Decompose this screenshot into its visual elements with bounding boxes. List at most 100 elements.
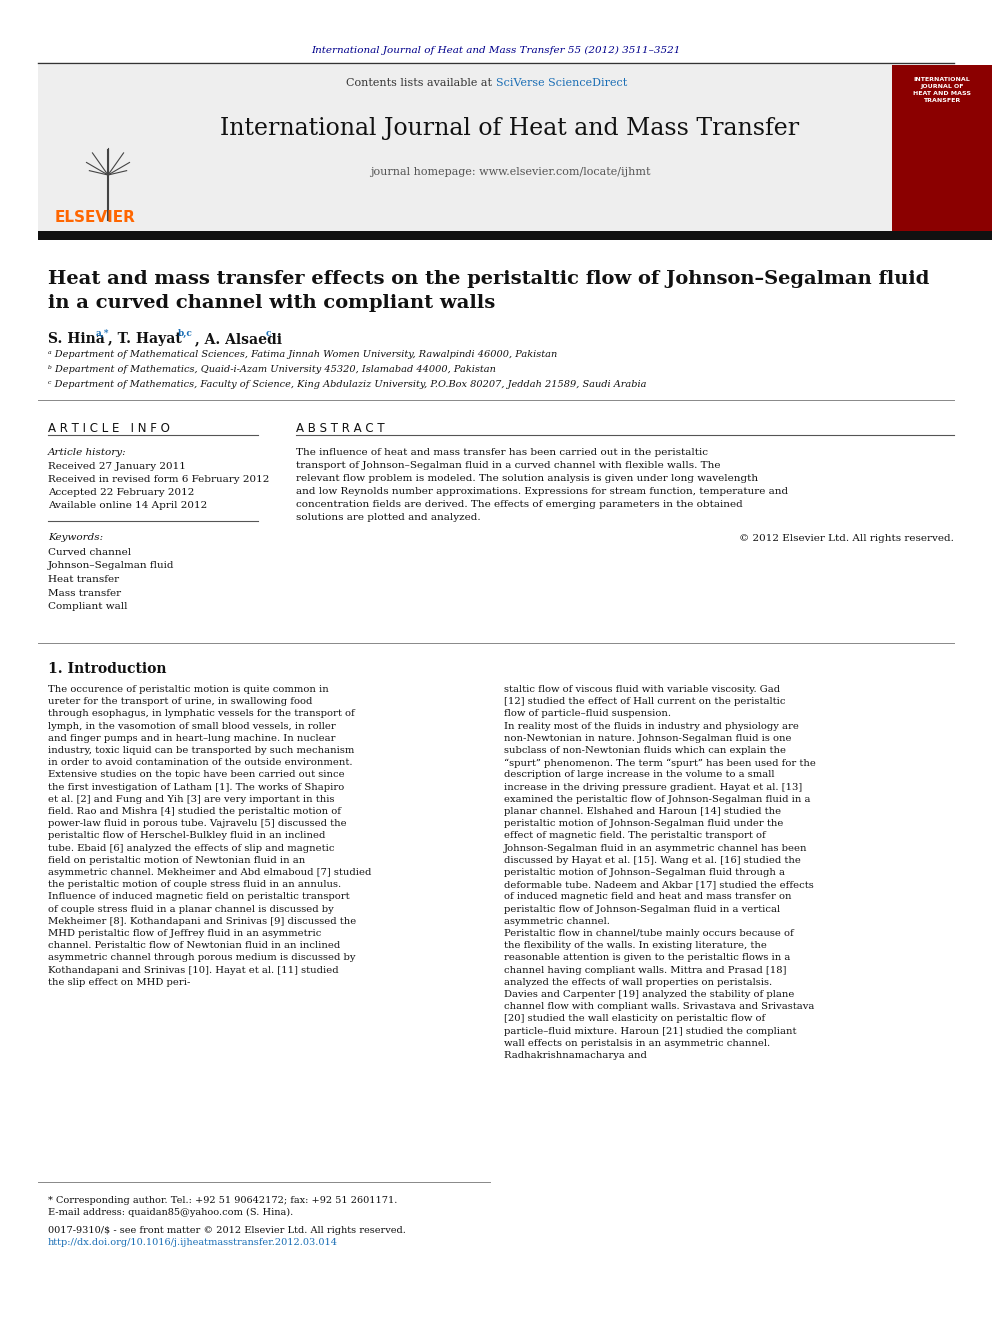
Text: Davies and Carpenter [19] analyzed the stability of plane: Davies and Carpenter [19] analyzed the s…	[504, 990, 795, 999]
Text: A R T I C L E   I N F O: A R T I C L E I N F O	[48, 422, 170, 435]
Text: channel. Peristaltic flow of Newtonian fluid in an inclined: channel. Peristaltic flow of Newtonian f…	[48, 941, 340, 950]
Text: SciVerse ScienceDirect: SciVerse ScienceDirect	[496, 78, 627, 89]
Text: Heat transfer: Heat transfer	[48, 576, 119, 583]
Text: The influence of heat and mass transfer has been carried out in the peristaltic: The influence of heat and mass transfer …	[296, 448, 708, 456]
Text: a,*: a,*	[96, 329, 109, 337]
Text: tube. Ebaid [6] analyzed the effects of slip and magnetic: tube. Ebaid [6] analyzed the effects of …	[48, 844, 334, 852]
Text: field on peristaltic motion of Newtonian fluid in an: field on peristaltic motion of Newtonian…	[48, 856, 306, 865]
Text: power-law fluid in porous tube. Vajravelu [5] discussed the: power-law fluid in porous tube. Vajravel…	[48, 819, 346, 828]
Text: relevant flow problem is modeled. The solution analysis is given under long wave: relevant flow problem is modeled. The so…	[296, 474, 758, 483]
Text: Received in revised form 6 February 2012: Received in revised form 6 February 2012	[48, 475, 270, 484]
Text: the flexibility of the walls. In existing literature, the: the flexibility of the walls. In existin…	[504, 941, 767, 950]
Text: The occurence of peristaltic motion is quite common in: The occurence of peristaltic motion is q…	[48, 685, 328, 695]
Text: A B S T R A C T: A B S T R A C T	[296, 422, 385, 435]
Text: MHD peristaltic flow of Jeffrey fluid in an asymmetric: MHD peristaltic flow of Jeffrey fluid in…	[48, 929, 321, 938]
Text: concentration fields are derived. The effects of emerging parameters in the obta: concentration fields are derived. The ef…	[296, 500, 743, 509]
Text: peristaltic motion of Johnson–Segalman fluid through a: peristaltic motion of Johnson–Segalman f…	[504, 868, 785, 877]
Text: 1. Introduction: 1. Introduction	[48, 662, 167, 676]
Text: © 2012 Elsevier Ltd. All rights reserved.: © 2012 Elsevier Ltd. All rights reserved…	[739, 534, 954, 542]
Text: [20] studied the wall elasticity on peristaltic flow of: [20] studied the wall elasticity on peri…	[504, 1015, 765, 1024]
Text: Received 27 January 2011: Received 27 January 2011	[48, 462, 186, 471]
Text: asymmetric channel.: asymmetric channel.	[504, 917, 610, 926]
Text: description of large increase in the volume to a small: description of large increase in the vol…	[504, 770, 775, 779]
Text: peristaltic flow of Johnson-Segalman fluid in a vertical: peristaltic flow of Johnson-Segalman flu…	[504, 905, 780, 914]
Text: effect of magnetic field. The peristaltic transport of: effect of magnetic field. The peristalti…	[504, 831, 766, 840]
Text: and low Reynolds number approximations. Expressions for stream function, tempera: and low Reynolds number approximations. …	[296, 487, 788, 496]
Text: ureter for the transport of urine, in swallowing food: ureter for the transport of urine, in sw…	[48, 697, 312, 706]
Text: Mass transfer: Mass transfer	[48, 589, 121, 598]
Text: through esophagus, in lymphatic vessels for the transport of: through esophagus, in lymphatic vessels …	[48, 709, 355, 718]
Text: the peristaltic motion of couple stress fluid in an annulus.: the peristaltic motion of couple stress …	[48, 880, 341, 889]
Text: subclass of non-Newtonian fluids which can explain the: subclass of non-Newtonian fluids which c…	[504, 746, 786, 755]
Text: INTERNATIONAL
JOURNAL OF
HEAT AND MASS
TRANSFER: INTERNATIONAL JOURNAL OF HEAT AND MASS T…	[913, 77, 971, 103]
Text: “spurt” phenomenon. The term “spurt” has been used for the: “spurt” phenomenon. The term “spurt” has…	[504, 758, 815, 767]
Text: and finger pumps and in heart–lung machine. In nuclear: and finger pumps and in heart–lung machi…	[48, 734, 335, 742]
Text: S. Hina: S. Hina	[48, 332, 105, 347]
Text: discussed by Hayat et al. [15]. Wang et al. [16] studied the: discussed by Hayat et al. [15]. Wang et …	[504, 856, 801, 865]
Text: particle–fluid mixture. Haroun [21] studied the compliant: particle–fluid mixture. Haroun [21] stud…	[504, 1027, 797, 1036]
Text: in order to avoid contamination of the outside environment.: in order to avoid contamination of the o…	[48, 758, 352, 767]
Bar	[892, 65, 992, 232]
Text: Accepted 22 February 2012: Accepted 22 February 2012	[48, 488, 194, 497]
Text: , A. Alsaedi: , A. Alsaedi	[195, 332, 282, 347]
Text: wall effects on peristalsis in an asymmetric channel.: wall effects on peristalsis in an asymme…	[504, 1039, 770, 1048]
Bar	[38, 65, 198, 232]
Text: [12] studied the effect of Hall current on the peristaltic: [12] studied the effect of Hall current …	[504, 697, 786, 706]
Text: ᵇ Department of Mathematics, Quaid-i-Azam University 45320, Islamabad 44000, Pak: ᵇ Department of Mathematics, Quaid-i-Aza…	[48, 365, 496, 374]
Text: reasonable attention is given to the peristaltic flows in a: reasonable attention is given to the per…	[504, 954, 791, 962]
Text: increase in the driving pressure gradient. Hayat et al. [13]: increase in the driving pressure gradien…	[504, 783, 803, 791]
Text: Contents lists available at: Contents lists available at	[346, 78, 496, 89]
Text: field. Rao and Mishra [4] studied the peristaltic motion of: field. Rao and Mishra [4] studied the pe…	[48, 807, 341, 816]
Text: of induced magnetic field and heat and mass transfer on: of induced magnetic field and heat and m…	[504, 893, 792, 901]
Text: lymph, in the vasomotion of small blood vessels, in roller: lymph, in the vasomotion of small blood …	[48, 721, 335, 730]
Text: International Journal of Heat and Mass Transfer: International Journal of Heat and Mass T…	[220, 116, 800, 139]
Text: of couple stress fluid in a planar channel is discussed by: of couple stress fluid in a planar chann…	[48, 905, 333, 914]
Text: Influence of induced magnetic field on peristaltic transport: Influence of induced magnetic field on p…	[48, 893, 349, 901]
Text: analyzed the effects of wall properties on peristalsis.: analyzed the effects of wall properties …	[504, 978, 772, 987]
Text: Curved channel: Curved channel	[48, 548, 131, 557]
Text: 0017-9310/$ - see front matter © 2012 Elsevier Ltd. All rights reserved.: 0017-9310/$ - see front matter © 2012 El…	[48, 1226, 406, 1234]
Text: * Corresponding author. Tel.: +92 51 90642172; fax: +92 51 2601171.: * Corresponding author. Tel.: +92 51 906…	[48, 1196, 398, 1205]
Text: b,c: b,c	[178, 329, 192, 337]
Text: http://dx.doi.org/10.1016/j.ijheatmasstransfer.2012.03.014: http://dx.doi.org/10.1016/j.ijheatmasstr…	[48, 1238, 338, 1248]
Text: planar channel. Elshahed and Haroun [14] studied the: planar channel. Elshahed and Haroun [14]…	[504, 807, 781, 816]
Text: Compliant wall: Compliant wall	[48, 602, 128, 611]
Text: solutions are plotted and analyzed.: solutions are plotted and analyzed.	[296, 513, 481, 523]
Text: c: c	[266, 329, 272, 337]
Text: peristaltic motion of Johnson-Segalman fluid under the: peristaltic motion of Johnson-Segalman f…	[504, 819, 784, 828]
Text: asymmetric channel. Mekheimer and Abd elmaboud [7] studied: asymmetric channel. Mekheimer and Abd el…	[48, 868, 371, 877]
Text: Kothandapani and Srinivas [10]. Hayat et al. [11] studied: Kothandapani and Srinivas [10]. Hayat et…	[48, 966, 338, 975]
Text: Heat and mass transfer effects on the peristaltic flow of Johnson–Segalman fluid: Heat and mass transfer effects on the pe…	[48, 270, 930, 312]
Text: channel flow with compliant walls. Srivastava and Srivastava: channel flow with compliant walls. Sriva…	[504, 1003, 814, 1011]
Text: non-Newtonian in nature. Johnson-Segalman fluid is one: non-Newtonian in nature. Johnson-Segalma…	[504, 734, 792, 742]
Text: Keywords:: Keywords:	[48, 533, 103, 542]
Text: journal homepage: www.elsevier.com/locate/ijhmt: journal homepage: www.elsevier.com/locat…	[370, 167, 650, 177]
Text: Johnson-Segalman fluid in an asymmetric channel has been: Johnson-Segalman fluid in an asymmetric …	[504, 844, 807, 852]
Text: et al. [2] and Fung and Yih [3] are very important in this: et al. [2] and Fung and Yih [3] are very…	[48, 795, 334, 804]
Text: Johnson–Segalman fluid: Johnson–Segalman fluid	[48, 561, 175, 570]
Text: staltic flow of viscous fluid with variable viscosity. Gad: staltic flow of viscous fluid with varia…	[504, 685, 780, 695]
Text: channel having compliant walls. Mittra and Prasad [18]: channel having compliant walls. Mittra a…	[504, 966, 787, 975]
Text: ᶜ Department of Mathematics, Faculty of Science, King Abdulaziz University, P.O.: ᶜ Department of Mathematics, Faculty of …	[48, 380, 647, 389]
Text: , T. Hayat: , T. Hayat	[108, 332, 182, 347]
Text: Article history:: Article history:	[48, 448, 127, 456]
Text: industry, toxic liquid can be transported by such mechanism: industry, toxic liquid can be transporte…	[48, 746, 354, 755]
Text: asymmetric channel through porous medium is discussed by: asymmetric channel through porous medium…	[48, 954, 355, 962]
Text: Radhakrishnamacharya and: Radhakrishnamacharya and	[504, 1050, 647, 1060]
Bar	[38, 65, 892, 232]
Text: In reality most of the fluids in industry and physiology are: In reality most of the fluids in industr…	[504, 721, 799, 730]
Text: the first investigation of Latham [1]. The works of Shapiro: the first investigation of Latham [1]. T…	[48, 783, 344, 791]
Text: ᵃ Department of Mathematical Sciences, Fatima Jinnah Women University, Rawalpind: ᵃ Department of Mathematical Sciences, F…	[48, 351, 558, 359]
Text: Peristaltic flow in channel/tube mainly occurs because of: Peristaltic flow in channel/tube mainly …	[504, 929, 794, 938]
Text: examined the peristaltic flow of Johnson-Segalman fluid in a: examined the peristaltic flow of Johnson…	[504, 795, 810, 804]
Text: transport of Johnson–Segalman fluid in a curved channel with flexible walls. The: transport of Johnson–Segalman fluid in a…	[296, 460, 720, 470]
Text: Extensive studies on the topic have been carried out since: Extensive studies on the topic have been…	[48, 770, 344, 779]
Text: Available online 14 April 2012: Available online 14 April 2012	[48, 501, 207, 509]
Text: peristaltic flow of Herschel-Bulkley fluid in an inclined: peristaltic flow of Herschel-Bulkley flu…	[48, 831, 325, 840]
Text: ELSEVIER: ELSEVIER	[55, 210, 136, 225]
Text: flow of particle–fluid suspension.: flow of particle–fluid suspension.	[504, 709, 671, 718]
Text: E-mail address: quaidan85@yahoo.com (S. Hina).: E-mail address: quaidan85@yahoo.com (S. …	[48, 1208, 294, 1217]
Bar	[38, 232, 992, 239]
Text: deformable tube. Nadeem and Akbar [17] studied the effects: deformable tube. Nadeem and Akbar [17] s…	[504, 880, 813, 889]
Text: Mekheimer [8]. Kothandapani and Srinivas [9] discussed the: Mekheimer [8]. Kothandapani and Srinivas…	[48, 917, 356, 926]
